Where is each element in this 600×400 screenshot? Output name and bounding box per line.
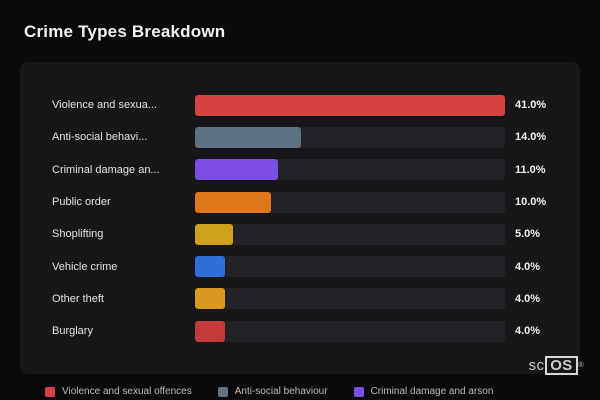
legend-swatch-icon [217, 386, 228, 397]
bar[interactable] [195, 126, 301, 148]
bar-row: Burglary 4.0% [20, 315, 580, 347]
category-label: Violence and sexua... [52, 99, 157, 112]
category-label: Shoplifting [52, 228, 104, 241]
legend-swatch-icon [45, 386, 55, 397]
brand-prefix: sc [528, 357, 545, 374]
bar-row: Vehicle crime 4.0% [20, 250, 580, 282]
bar-row: Criminal damage an... 11.0% [20, 154, 580, 186]
bar[interactable] [195, 159, 279, 181]
legend-swatch-icon [353, 386, 364, 397]
legend-label: Criminal damage and arson [370, 386, 494, 397]
bar-track [195, 288, 505, 310]
legend-item[interactable]: Anti-social behaviour [217, 386, 328, 397]
bar-track [195, 159, 505, 181]
bar[interactable] [195, 256, 226, 278]
category-label: Other theft [52, 292, 104, 305]
value-label: 14.0% [515, 131, 547, 144]
category-label: Criminal damage an... [52, 163, 160, 176]
bar[interactable] [195, 320, 226, 342]
category-label: Public order [52, 196, 111, 209]
bar-chart: Violence and sexua... 41.0% Anti-social be… [20, 62, 580, 347]
bar-row: Violence and sexua... 41.0% [20, 89, 580, 121]
value-label: 5.0% [515, 228, 541, 241]
bar-track [195, 126, 505, 148]
bar-track [195, 320, 505, 342]
bar[interactable] [195, 191, 271, 213]
bar[interactable] [195, 94, 505, 116]
bar[interactable] [195, 223, 233, 245]
page-title: Crime Types Breakdown [24, 22, 226, 41]
bar-track [195, 94, 505, 116]
value-label: 41.0% [515, 99, 547, 112]
value-label: 4.0% [515, 325, 541, 338]
bar-track [195, 256, 505, 278]
scos-logo: sc OS ® [529, 356, 584, 375]
brand-box: OS [545, 356, 578, 375]
value-label: 11.0% [515, 163, 546, 176]
chart-card: Violence and sexua... 41.0% Anti-social be… [20, 62, 580, 374]
value-label: 4.0% [515, 260, 541, 273]
bar-row: Other theft 4.0% [20, 283, 580, 315]
bar[interactable] [195, 288, 226, 310]
registered-mark-icon: ® [578, 361, 584, 369]
bar-track [195, 223, 505, 245]
bar-row: Anti-social behavi... 14.0% [20, 121, 580, 153]
value-label: 10.0% [515, 196, 547, 209]
bar-row: Shoplifting 5.0% [20, 218, 580, 250]
bar-row: Public order 10.0% [20, 186, 580, 218]
bar-track [195, 191, 505, 213]
legend-label: Anti-social behaviour [234, 386, 328, 397]
category-label: Vehicle crime [52, 260, 118, 273]
value-label: 4.0% [515, 292, 541, 305]
legend-item[interactable]: Criminal damage and arson [353, 386, 494, 397]
category-label: Anti-social behavi... [52, 131, 148, 144]
category-label: Burglary [52, 325, 93, 338]
legend-label: Violence and sexual offences [62, 386, 192, 397]
legend-item[interactable]: Violence and sexual offences [45, 386, 192, 397]
chart-legend: Violence and sexual offences Anti-social … [45, 386, 493, 397]
